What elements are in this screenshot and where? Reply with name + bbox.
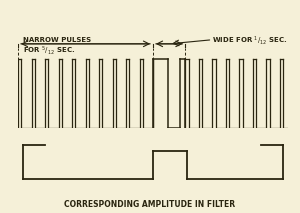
- Text: NARROW PULSES
FOR $^{5}/_{12}$ SEC.: NARROW PULSES FOR $^{5}/_{12}$ SEC.: [23, 37, 92, 57]
- Text: WIDE FOR $^{1}/_{12}$ SEC.: WIDE FOR $^{1}/_{12}$ SEC.: [212, 35, 288, 47]
- Text: CORRESPONDING AMPLITUDE IN FILTER: CORRESPONDING AMPLITUDE IN FILTER: [64, 200, 236, 209]
